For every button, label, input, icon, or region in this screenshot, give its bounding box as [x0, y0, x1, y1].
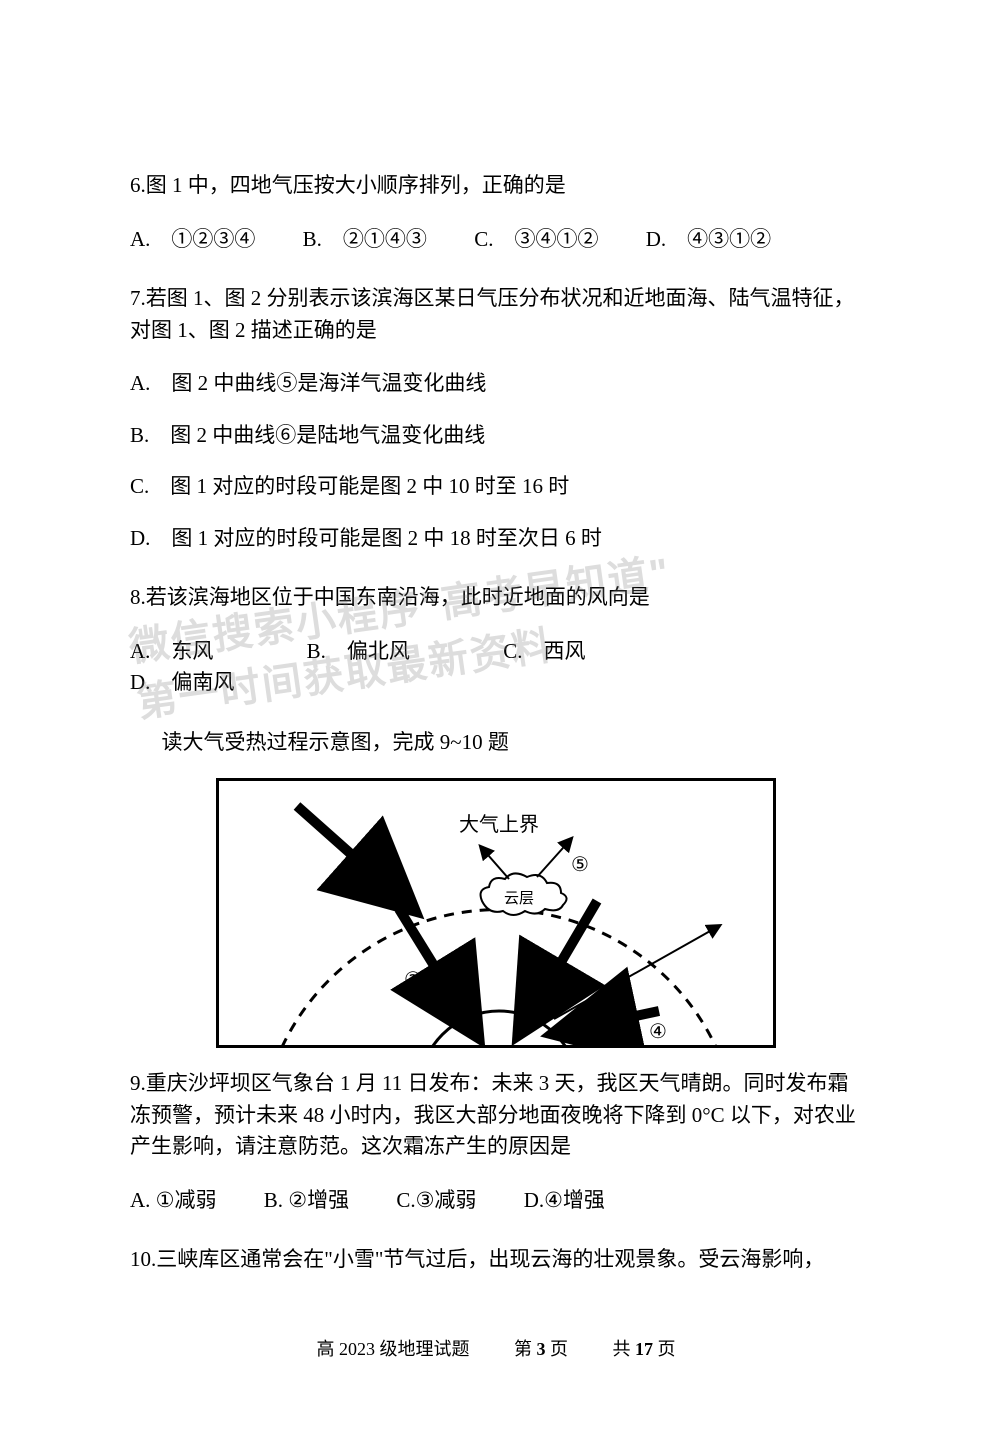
atmosphere-diagram: 大气上界 云层 ① ② ③ ④ ⑤ — [216, 778, 776, 1048]
label-5: ⑤ — [571, 854, 589, 876]
q8-option-c: C. 西风 — [503, 636, 585, 668]
footer-title: 高 2023 级地理试题 — [317, 1336, 470, 1363]
q8-option-d: D. 偏南风 — [130, 667, 234, 699]
q6-option-b: B. ②①④③ — [303, 224, 427, 256]
q10-text: 10.三峡库区通常会在"小雪"节气过后，出现云海的壮观景象。受云海影响， — [130, 1244, 862, 1276]
question-9: 9.重庆沙坪坝区气象台 1 月 11 日发布：未来 3 天，我区天气晴朗。同时发… — [130, 1068, 862, 1216]
diagram-svg: 大气上界 云层 ① ② ③ ④ ⑤ — [219, 781, 776, 1048]
label-4: ④ — [649, 1021, 667, 1043]
q7-option-a: A. 图 2 中曲线⑤是海洋气温变化曲线 — [130, 368, 862, 400]
q6-option-d: D. ④③①② — [646, 224, 771, 256]
q6-options: A. ①②③④ B. ②①④③ C. ③④①② D. ④③①② — [130, 224, 862, 256]
footer-mid-a: 第 — [514, 1339, 537, 1359]
label-2: ② — [404, 969, 422, 991]
q9-option-a: A. ①减弱 — [130, 1185, 217, 1217]
q7-text: 7.若图 1、图 2 分别表示该滨海区某日气压分布状况和近地面海、陆气温特征，对… — [130, 283, 862, 346]
label-top: 大气上界 — [459, 813, 539, 836]
inner-arc — [419, 1011, 579, 1048]
q7-option-b: B. 图 2 中曲线⑥是陆地气温变化曲线 — [130, 420, 862, 452]
question-7: 7.若图 1、图 2 分别表示该滨海区某日气压分布状况和近地面海、陆气温特征，对… — [130, 283, 862, 554]
q8-text: 8.若该滨海地区位于中国东南沿海，此时近地面的风向是 — [130, 582, 862, 614]
label-1: ① — [334, 869, 352, 891]
arrow-3 — [537, 901, 597, 1003]
arrow-5b — [537, 839, 571, 877]
q9-options: A. ①减弱 B. ②增强 C.③减弱 D.④增强 — [130, 1185, 862, 1217]
q9-option-c: C.③减弱 — [396, 1185, 476, 1217]
q8-option-b: B. 偏北风 — [307, 636, 410, 668]
q7-option-d: D. 图 1 对应的时段可能是图 2 中 18 时至次日 6 时 — [130, 523, 862, 555]
page-footer: 高 2023 级地理试题 第 3 页 共 17 页 — [130, 1336, 862, 1363]
question-10: 10.三峡库区通常会在"小雪"节气过后，出现云海的壮观景象。受云海影响， — [130, 1244, 862, 1276]
footer-page: 第 3 页 — [514, 1336, 568, 1363]
q9-text: 9.重庆沙坪坝区气象台 1 月 11 日发布：未来 3 天，我区天气晴朗。同时发… — [130, 1068, 862, 1163]
q6-option-a: A. ①②③④ — [130, 224, 255, 256]
intro-9-10: 读大气受热过程示意图，完成 9~10 题 — [130, 727, 862, 759]
q8-options: A. 东风 B. 偏北风 C. 西风 D. 偏南风 — [130, 636, 862, 699]
label-cloud: 云层 — [504, 891, 534, 907]
arrow-5a — [481, 847, 509, 879]
footer-mid-b: 页 — [546, 1339, 569, 1359]
diagram-box: 大气上界 云层 ① ② ③ ④ ⑤ — [216, 778, 776, 1048]
question-6: 6.图 1 中，四地气压按大小顺序排列，正确的是 A. ①②③④ B. ②①④③… — [130, 170, 862, 255]
label-3: ③ — [551, 964, 569, 986]
footer-right-b: 页 — [653, 1339, 676, 1359]
q6-text: 6.图 1 中，四地气压按大小顺序排列，正确的是 — [130, 170, 862, 202]
arrow-2 — [399, 909, 459, 1006]
question-8: 8.若该滨海地区位于中国东南沿海，此时近地面的风向是 A. 东风 B. 偏北风 … — [130, 582, 862, 699]
q6-option-c: C. ③④①② — [474, 224, 598, 256]
footer-right-a: 共 — [613, 1339, 636, 1359]
footer-total: 共 17 页 — [613, 1336, 676, 1363]
q8-option-a: A. 东风 — [130, 636, 213, 668]
footer-pagenum: 3 — [537, 1339, 546, 1359]
q9-option-b: B. ②增强 — [264, 1185, 349, 1217]
q7-option-c: C. 图 1 对应的时段可能是图 2 中 10 时至 16 时 — [130, 471, 862, 503]
q9-option-d: D.④增强 — [524, 1185, 605, 1217]
footer-totalnum: 17 — [635, 1339, 653, 1359]
